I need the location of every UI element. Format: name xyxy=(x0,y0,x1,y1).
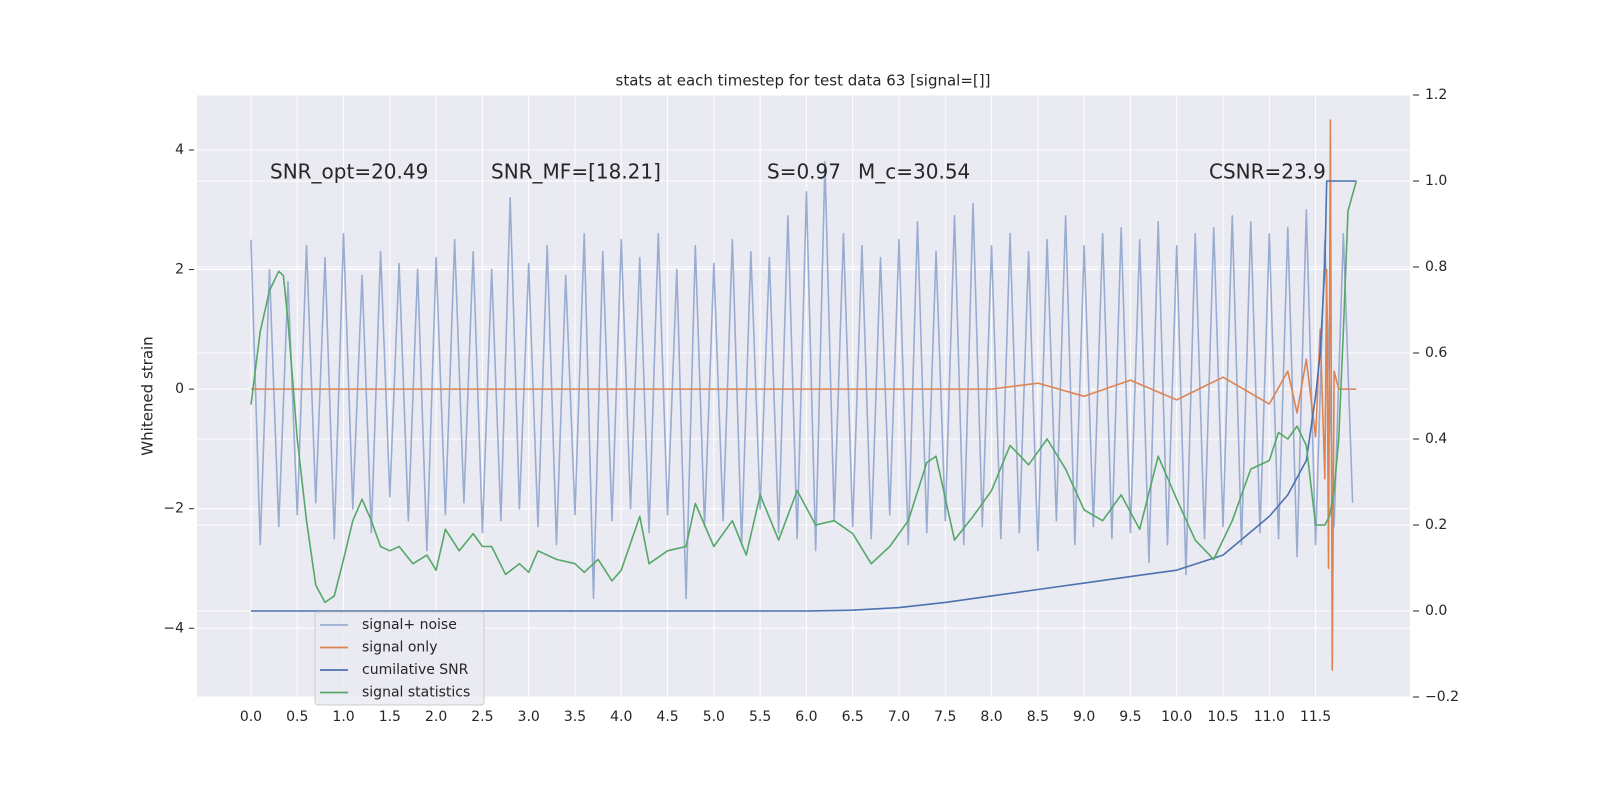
annotation: M_c=30.54 xyxy=(858,160,970,184)
annotation: S=0.97 xyxy=(767,160,841,184)
y2-tick-label: 0.2 xyxy=(1425,517,1447,533)
series-line xyxy=(250,180,1357,612)
y2-tick-label: 0.4 xyxy=(1425,431,1447,447)
chart-title: stats at each timestep for test data 63 … xyxy=(616,72,991,90)
annotation: SNR_MF=[18.21] xyxy=(491,160,661,184)
x-tick-label: 0.5 xyxy=(286,709,308,725)
x-tick-label: 5.5 xyxy=(749,709,771,725)
legend-label: signal only xyxy=(362,640,437,656)
y-tick-label: −4 xyxy=(163,620,184,636)
legend-box xyxy=(314,611,485,706)
x-tick-label: 10.5 xyxy=(1207,709,1238,725)
x-tick-label: 7.5 xyxy=(934,709,956,725)
x-tick-label: 3.5 xyxy=(564,709,586,725)
legend-label: signal+ noise xyxy=(362,617,457,633)
x-tick-label: 0.0 xyxy=(240,709,262,725)
y-tick-label: 4 xyxy=(175,142,184,158)
x-tick-label: 9.5 xyxy=(1119,709,1141,725)
y-axis-label: Whitened strain xyxy=(139,336,157,455)
x-tick-label: 4.5 xyxy=(656,709,678,725)
x-tick-label: 2.5 xyxy=(471,709,493,725)
y-tick-label: 0 xyxy=(175,381,184,397)
y2-tick-label: 0.6 xyxy=(1425,345,1447,361)
y2-tick-label: 0.8 xyxy=(1425,259,1447,275)
x-tick-label: 10.0 xyxy=(1161,709,1192,725)
y2-tick-label: 1.0 xyxy=(1425,173,1447,189)
y-tick-label: 2 xyxy=(175,262,184,278)
annotation: CSNR=23.9 xyxy=(1209,160,1326,184)
series-line xyxy=(250,161,1354,600)
x-tick-label: 5.0 xyxy=(703,709,725,725)
legend-label: signal statistics xyxy=(362,685,470,701)
series-line xyxy=(250,119,1357,671)
legend-label: cumilative SNR xyxy=(362,662,469,678)
y2-tick-label: 1.2 xyxy=(1425,87,1447,103)
lines xyxy=(250,119,1358,671)
x-tick-label: 6.5 xyxy=(842,709,864,725)
y-tick-label: −2 xyxy=(163,501,184,517)
x-tick-label: 7.0 xyxy=(888,709,910,725)
x-tick-label: 9.0 xyxy=(1073,709,1095,725)
series-line xyxy=(250,180,1358,604)
labels: 0.0 0.5 1.0 1.5 2.0 2.5 3.0 3.5 4.0 4.5 5.0 5.5 6.0 6… xyxy=(163,87,1459,725)
annotation: SNR_opt=20.49 xyxy=(270,160,428,184)
x-tick-label: 2.0 xyxy=(425,709,447,725)
x-tick-label: 8.5 xyxy=(1027,709,1049,725)
x-tick-label: 6.0 xyxy=(795,709,817,725)
x-tick-label: 11.5 xyxy=(1300,709,1331,725)
y2-tick-label: −0.2 xyxy=(1425,689,1459,705)
x-tick-label: 8.0 xyxy=(980,709,1002,725)
x-tick-label: 1.5 xyxy=(379,709,401,725)
x-tick-label: 3.0 xyxy=(518,709,540,725)
x-tick-label: 4.0 xyxy=(610,709,632,725)
y2-tick-label: 0.0 xyxy=(1425,603,1447,619)
x-tick-label: 1.0 xyxy=(332,709,354,725)
x-tick-label: 11.0 xyxy=(1254,709,1285,725)
plot-area xyxy=(197,95,1410,697)
